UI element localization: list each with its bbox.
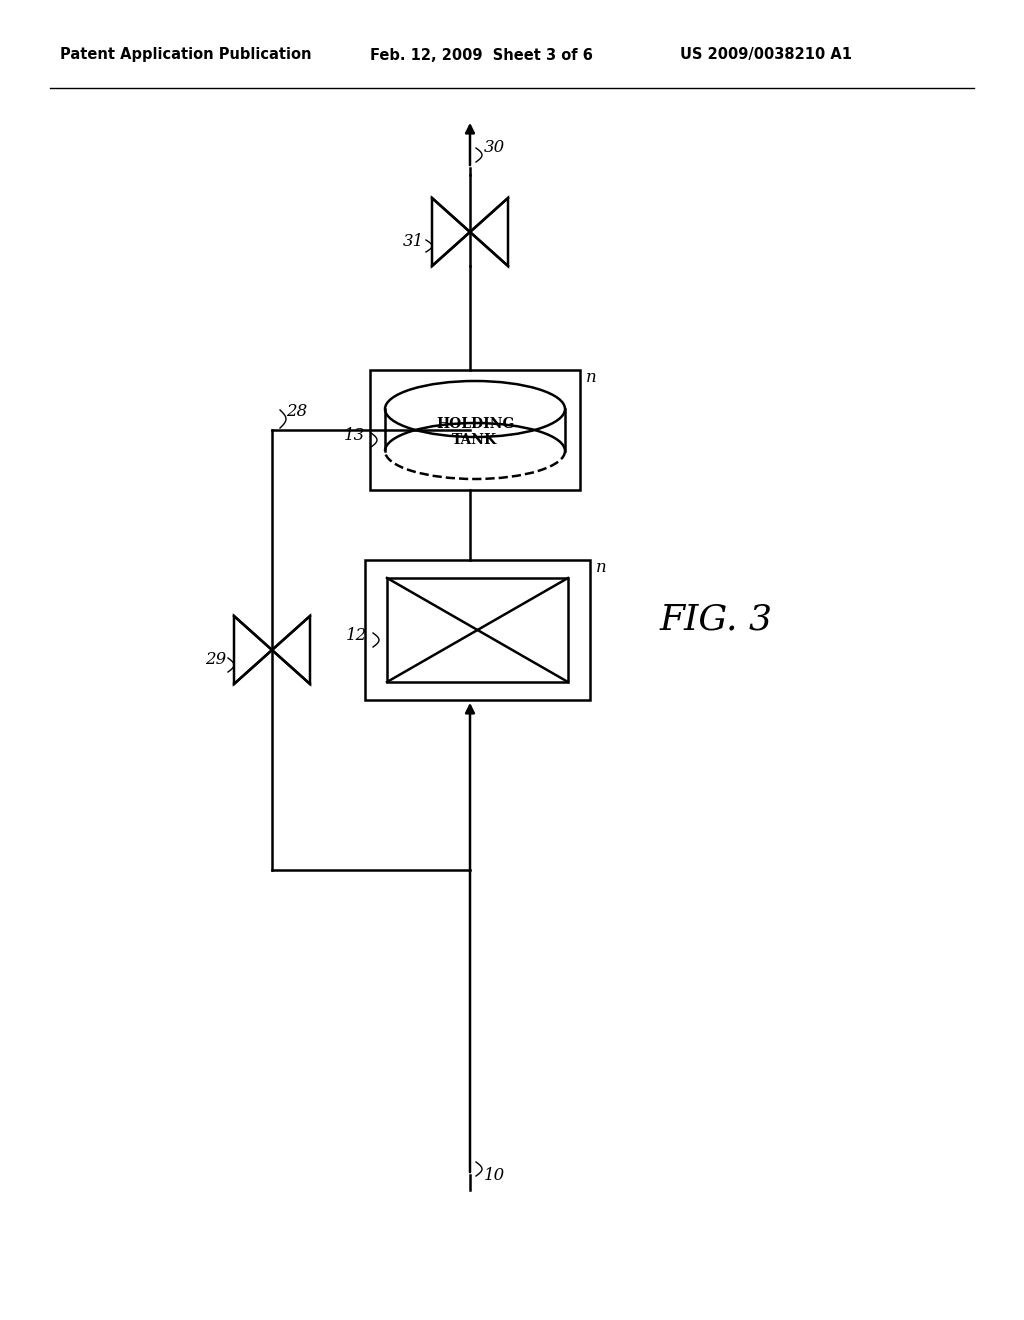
Bar	[365, 560, 590, 700]
Text: 10: 10	[484, 1167, 505, 1184]
Text: TANK: TANK	[453, 433, 498, 447]
Text: US 2009/0038210 A1: US 2009/0038210 A1	[680, 48, 852, 62]
Text: 28: 28	[286, 404, 307, 421]
Text: 29: 29	[205, 652, 226, 668]
Text: Patent Application Publication: Patent Application Publication	[60, 48, 311, 62]
Text: 31: 31	[402, 234, 424, 251]
Bar	[370, 370, 580, 490]
Text: n: n	[596, 560, 607, 577]
Text: FIG. 3: FIG. 3	[660, 603, 773, 638]
Text: 13: 13	[344, 426, 365, 444]
Bar	[387, 578, 568, 682]
Text: 12: 12	[346, 627, 367, 644]
Text: Feb. 12, 2009  Sheet 3 of 6: Feb. 12, 2009 Sheet 3 of 6	[370, 48, 593, 62]
Text: 30: 30	[484, 140, 505, 157]
Text: n: n	[586, 370, 597, 387]
Text: HOLDING: HOLDING	[436, 417, 514, 432]
